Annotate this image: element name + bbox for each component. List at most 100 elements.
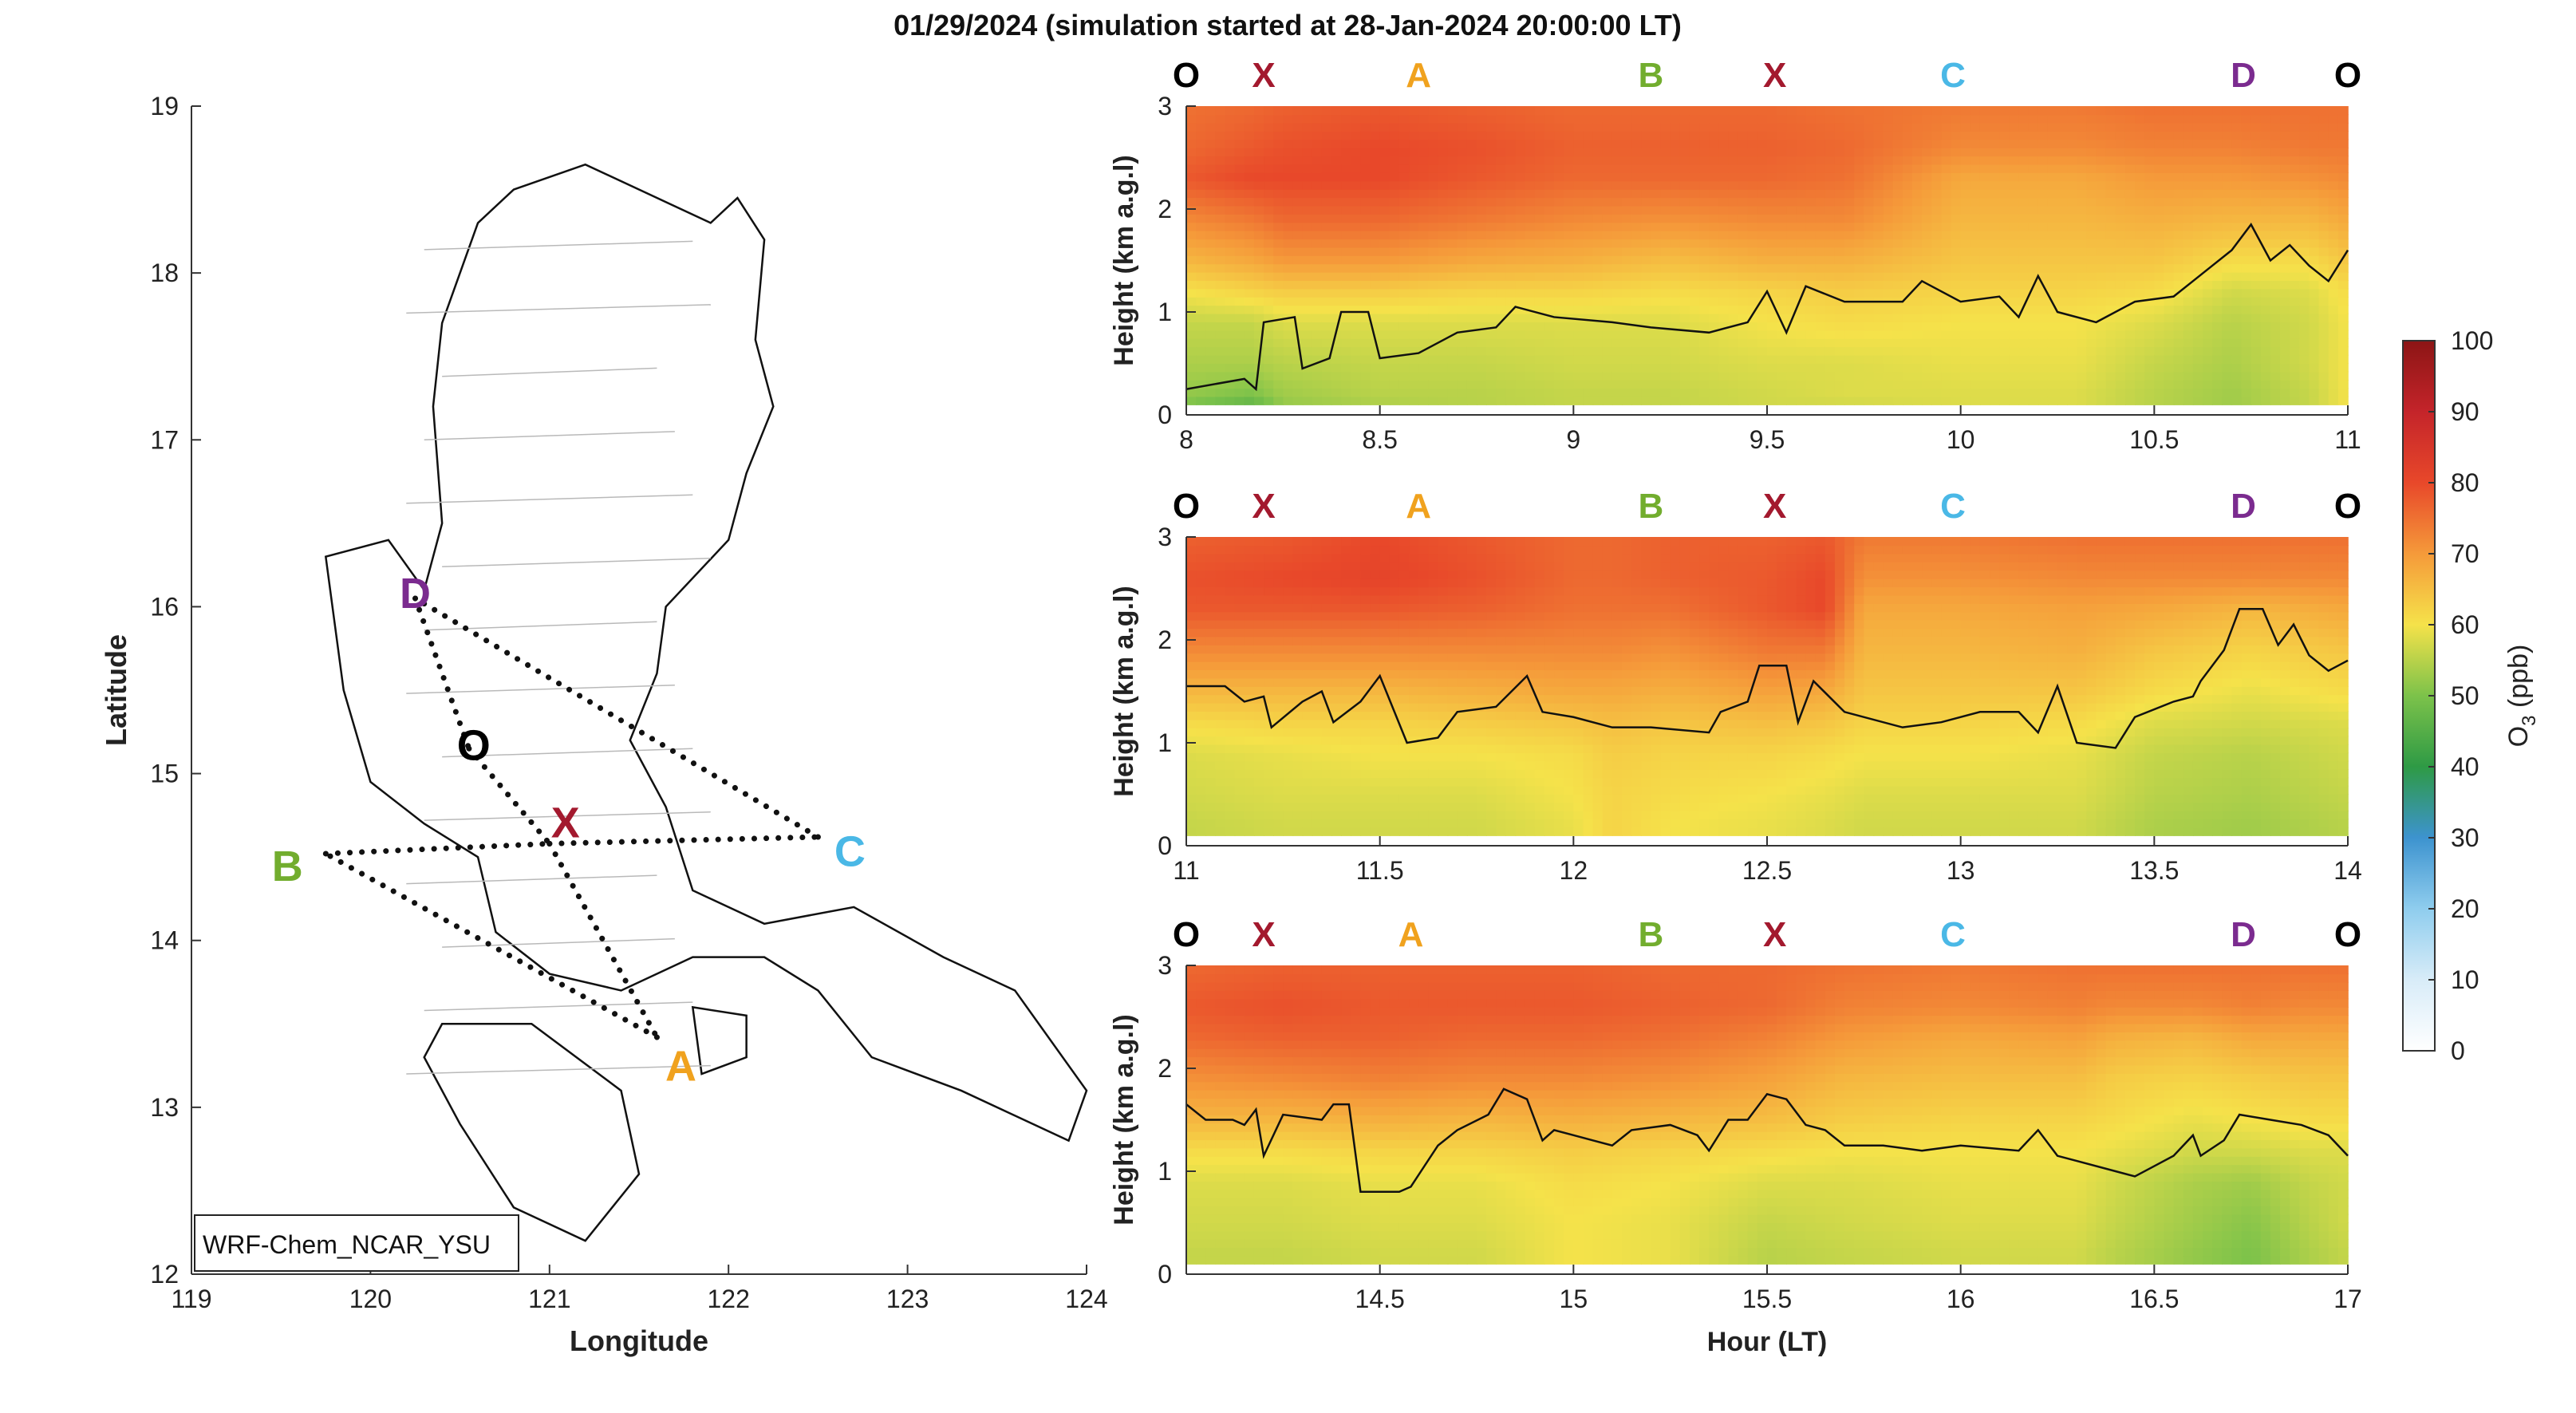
heatmap-cell bbox=[1312, 794, 1323, 803]
heatmap-cell bbox=[1796, 164, 1807, 173]
heatmap-cell bbox=[1631, 156, 1643, 165]
heatmap-cell bbox=[1496, 388, 1507, 397]
heatmap-cell bbox=[2096, 396, 2107, 405]
heatmap-cell bbox=[1370, 230, 1381, 240]
heatmap-cell bbox=[1312, 611, 1323, 621]
heatmap-cell bbox=[1951, 156, 1962, 165]
heatmap-cell bbox=[1564, 222, 1575, 231]
heatmap-cell bbox=[1728, 297, 1739, 306]
heatmap-cell bbox=[1341, 288, 1352, 298]
heatmap-cell bbox=[1428, 297, 1439, 306]
heatmap-cell bbox=[1864, 396, 1875, 405]
heatmap-cell bbox=[1583, 255, 1594, 265]
heatmap-cell bbox=[1564, 188, 1575, 199]
heatmap-cell bbox=[1351, 122, 1362, 132]
heatmap-cell bbox=[1573, 388, 1584, 397]
heatmap-cell bbox=[1225, 661, 1236, 671]
heatmap-cell bbox=[1196, 205, 1207, 215]
heatmap-cell bbox=[2028, 239, 2039, 248]
heatmap-cell bbox=[2337, 222, 2349, 231]
heatmap-cell bbox=[1757, 263, 1768, 273]
heatmap-cell bbox=[1225, 114, 1236, 124]
heatmap-cell bbox=[1466, 255, 1477, 265]
heatmap-cell bbox=[1815, 271, 1826, 282]
heatmap-cell bbox=[1273, 777, 1284, 787]
heatmap-cell bbox=[1844, 106, 1855, 116]
heatmap-cell bbox=[1873, 239, 1884, 248]
heatmap-cell bbox=[1854, 322, 1865, 331]
heatmap-cell bbox=[2183, 346, 2194, 356]
heatmap-cell bbox=[1331, 827, 1342, 836]
heatmap-cell bbox=[2290, 172, 2301, 182]
heatmap-cell bbox=[2270, 305, 2281, 314]
heatmap-cell bbox=[1728, 337, 1739, 348]
heatmap-cell bbox=[1883, 263, 1894, 273]
heatmap-cell bbox=[1225, 354, 1236, 364]
heatmap-cell bbox=[1534, 205, 1545, 215]
heatmap-cell bbox=[1747, 147, 1758, 157]
heatmap-cell bbox=[2115, 313, 2126, 322]
heatmap-cell bbox=[1767, 371, 1777, 381]
heatmap-cell bbox=[2173, 322, 2184, 331]
heatmap-cell bbox=[1892, 247, 1903, 256]
heatmap-cell bbox=[2047, 147, 2058, 157]
heatmap-cell bbox=[1786, 114, 1797, 124]
heatmap-cell bbox=[1651, 122, 1662, 132]
heatmap-cell bbox=[1331, 586, 1342, 596]
heatmap-cell bbox=[2290, 330, 2301, 339]
heatmap-cell bbox=[1428, 114, 1439, 124]
heatmap-cell bbox=[2124, 147, 2136, 157]
heatmap-cell bbox=[1922, 288, 1933, 298]
heatmap-cell bbox=[2038, 354, 2049, 364]
heatmap-cell bbox=[1196, 744, 1207, 753]
heatmap-cell bbox=[1602, 230, 1613, 240]
heatmap-cell bbox=[1679, 180, 1690, 190]
heatmap-cell bbox=[1970, 131, 1981, 140]
heatmap-cell bbox=[1515, 230, 1526, 240]
heatmap-cell bbox=[1283, 354, 1294, 364]
heatmap-cell bbox=[2241, 346, 2252, 356]
heatmap-cell bbox=[1360, 147, 1371, 157]
heatmap-cell bbox=[2164, 280, 2175, 290]
heatmap-cell bbox=[2231, 363, 2243, 373]
heatmap-cell bbox=[1273, 562, 1284, 571]
heatmap-cell bbox=[1205, 777, 1217, 787]
heatmap-cell bbox=[1486, 363, 1497, 373]
heatmap-cell bbox=[2086, 379, 2097, 389]
heatmap-cell bbox=[1321, 711, 1332, 720]
heatmap-cell bbox=[1379, 139, 1391, 148]
heatmap-cell bbox=[2251, 371, 2262, 381]
heatmap-cell bbox=[1689, 337, 1700, 348]
heatmap-cell bbox=[1554, 280, 1564, 290]
heatmap-cell bbox=[2299, 337, 2310, 348]
heatmap-cell bbox=[1370, 288, 1381, 298]
heatmap-cell bbox=[1525, 305, 1536, 314]
heatmap-cell bbox=[1292, 363, 1304, 373]
heatmap-cell bbox=[1215, 686, 1226, 696]
heatmap-cell bbox=[2154, 288, 2165, 298]
heatmap-cell bbox=[1651, 247, 1662, 256]
heatmap-cell bbox=[2047, 354, 2058, 364]
heatmap-cell bbox=[1292, 553, 1304, 562]
heatmap-cell bbox=[2309, 371, 2320, 381]
heatmap-cell bbox=[1466, 172, 1477, 182]
heatmap-cell bbox=[1912, 247, 1923, 256]
heatmap-cell bbox=[1592, 197, 1604, 207]
heatmap-cell bbox=[1660, 313, 1671, 322]
heatmap-cell bbox=[2057, 346, 2068, 356]
heatmap-cell bbox=[1331, 188, 1342, 199]
heatmap-cell bbox=[1709, 297, 1720, 306]
heatmap-cell bbox=[1505, 313, 1517, 322]
heatmap-cell bbox=[1302, 131, 1313, 140]
heatmap-cell bbox=[1205, 537, 1217, 547]
heatmap-cell bbox=[2241, 305, 2252, 314]
heatmap-cell bbox=[1786, 172, 1797, 182]
heatmap-cell bbox=[1244, 197, 1255, 207]
heatmap-cell bbox=[1592, 180, 1604, 190]
heatmap-cell bbox=[1389, 180, 1400, 190]
heatmap-cell bbox=[1573, 371, 1584, 381]
heatmap-cell bbox=[1815, 214, 1826, 223]
heatmap-cell bbox=[1466, 313, 1477, 322]
heatmap-cell bbox=[1699, 255, 1710, 265]
heatmap-cell bbox=[1873, 172, 1884, 182]
